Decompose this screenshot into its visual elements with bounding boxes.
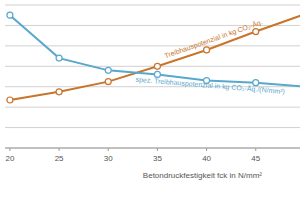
x-tick [9,148,10,151]
grid-line [5,45,300,46]
x-tick-label: 30 [104,154,113,163]
data-point [105,79,111,85]
series-label: spez. Treibhauspotenzial in kg CO₂-Äq./(… [135,76,285,96]
data-point [204,47,210,53]
x-tick [255,148,256,151]
plot-area [7,11,300,103]
data-point [154,63,160,69]
chart-container: 20 25 30 35 40 45 Betondruckfestigkeit fck in … [0,0,300,200]
x-tick-label: 45 [251,154,260,163]
grid-line [5,5,300,6]
series-label: Treibhauspotenzial in kg CO₂-Äq. [163,18,263,60]
series-line [10,15,300,87]
data-point [105,67,111,73]
series-line [10,14,300,100]
x-tick [157,148,158,151]
grid-line [5,107,300,108]
x-tick-label: 25 [55,154,64,163]
data-point [253,29,259,35]
x-axis-label: Betondruckfestigkeit fck in N/mm² [143,171,262,180]
x-tick-label: 40 [202,154,211,163]
grid-line [5,127,300,128]
x-tick [108,148,109,151]
x-tick-label: 35 [153,154,162,163]
x-tick [206,148,207,151]
data-point [7,97,13,103]
data-point [7,12,13,18]
data-point [56,55,62,61]
data-point [56,89,62,95]
chart-svg: 20 25 30 35 40 45 Betondruckfestigkeit fck in … [0,0,300,200]
x-tick-label: 20 [5,154,14,163]
grid-line [5,66,300,67]
x-tick [59,148,60,151]
